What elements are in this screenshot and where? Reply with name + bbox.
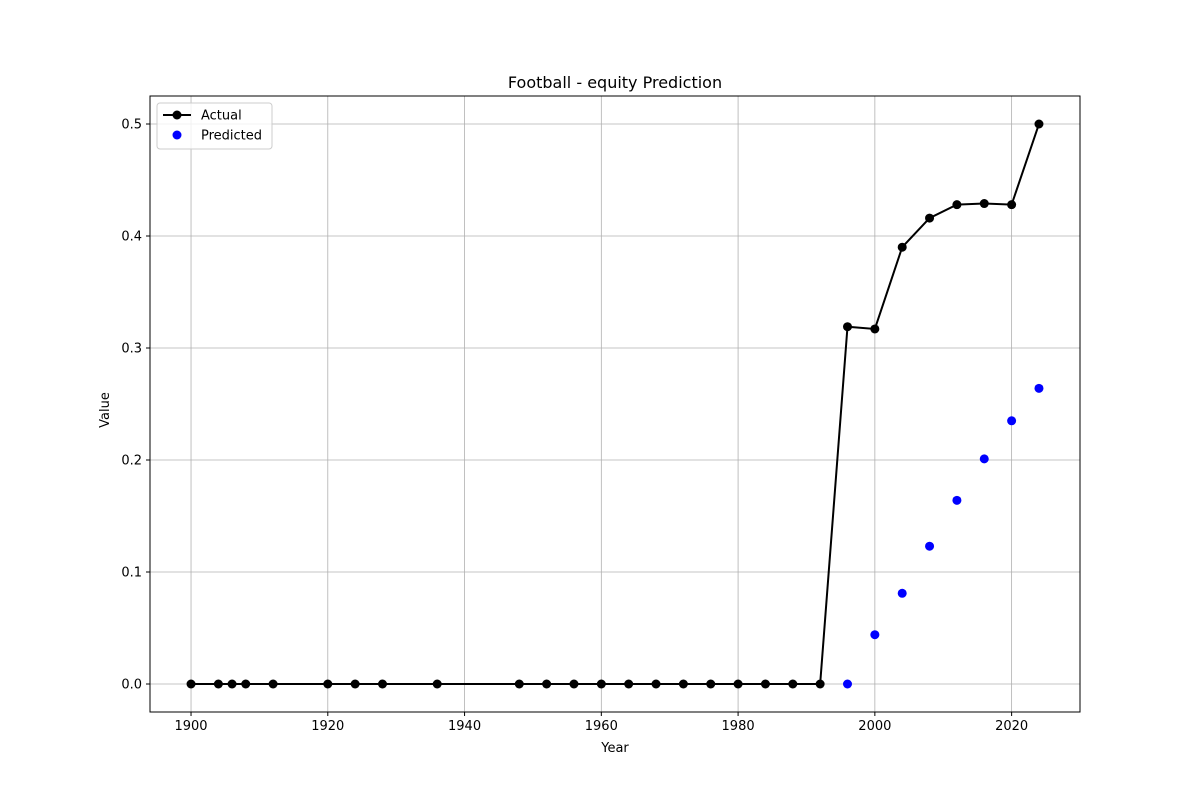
legend-actual-marker <box>172 110 182 120</box>
y-axis-label: Value <box>98 392 113 428</box>
actual-data-point <box>227 679 237 689</box>
actual-data-point <box>1007 200 1017 210</box>
legend-label: Predicted <box>201 129 262 144</box>
actual-data-point <box>1034 119 1044 129</box>
plot-series <box>186 119 1044 689</box>
actual-data-point <box>815 679 825 689</box>
actual-data-point <box>870 324 880 334</box>
actual-data-point <box>241 679 251 689</box>
y-tick-label: 0.3 <box>121 342 142 357</box>
predicted-data-point <box>897 588 907 598</box>
actual-data-point <box>596 679 606 689</box>
actual-data-point <box>651 679 661 689</box>
y-tick-label: 0.1 <box>121 566 142 581</box>
actual-data-point <box>979 199 989 209</box>
y-tick-label: 0.2 <box>121 454 142 469</box>
x-axis-label: Year <box>600 741 629 756</box>
y-tick-label: 0.4 <box>121 230 142 245</box>
actual-data-point <box>760 679 770 689</box>
actual-data-point <box>952 200 962 210</box>
actual-data-point <box>378 679 387 689</box>
x-tick-label: 1940 <box>448 719 481 734</box>
actual-data-point <box>350 679 360 689</box>
actual-data-point <box>542 679 552 689</box>
legend-predicted-marker <box>172 130 182 140</box>
actual-data-point <box>678 679 688 689</box>
actual-data-point <box>624 679 634 689</box>
actual-data-point <box>268 679 278 689</box>
actual-data-point <box>925 213 935 223</box>
x-tick-label: 2000 <box>858 719 891 734</box>
actual-data-point <box>186 679 196 689</box>
predicted-data-point <box>1007 416 1017 426</box>
predicted-data-point <box>979 454 989 464</box>
chart-title: Football - equity Prediction <box>508 73 722 92</box>
axis-ticks: 1900 1920 1940 1960 1980 2000 2020 0.0 0.1 0.2 0.3… <box>121 118 1028 735</box>
predicted-data-point <box>870 630 880 640</box>
x-tick-label: 1980 <box>722 719 755 734</box>
actual-data-point <box>733 679 743 689</box>
actual-data-point <box>323 679 333 689</box>
predicted-data-point <box>952 495 962 505</box>
actual-data-point <box>788 679 798 689</box>
x-tick-label: 2020 <box>995 719 1028 734</box>
x-tick-label: 1920 <box>311 719 344 734</box>
legend: Actual Predicted <box>156 102 273 150</box>
actual-data-point <box>213 679 223 689</box>
x-tick-label: 1900 <box>174 719 207 734</box>
y-tick-label: 0.5 <box>121 118 142 133</box>
actual-data-point <box>569 679 579 689</box>
legend-label: Actual <box>201 109 242 124</box>
plot-area <box>149 95 1081 713</box>
actual-data-point <box>514 679 524 689</box>
x-tick-label: 1960 <box>585 719 618 734</box>
actual-data-point <box>706 679 716 689</box>
actual-data-point <box>897 242 907 252</box>
predicted-data-point <box>925 541 935 551</box>
predicted-data-point <box>843 679 852 689</box>
actual-data-point <box>432 679 442 689</box>
actual-data-point <box>843 322 852 332</box>
y-tick-label: 0.0 <box>121 678 142 693</box>
predicted-data-point <box>1034 383 1044 393</box>
